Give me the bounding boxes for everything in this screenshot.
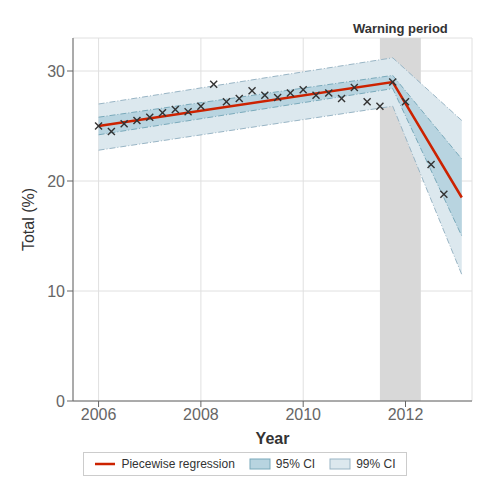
svg-text:2008: 2008 <box>183 406 219 423</box>
html-text:Piecewise regression: Piecewise regression <box>121 457 235 471</box>
svg-text:2006: 2006 <box>81 406 117 423</box>
svg-text:10: 10 <box>47 283 65 300</box>
svg-text:Total (%): Total (%) <box>20 188 37 251</box>
svg-text:2012: 2012 <box>388 406 424 423</box>
svg-text:0: 0 <box>56 393 65 410</box>
svg-text:2010: 2010 <box>285 406 321 423</box>
html-text:99% CI: 99% CI <box>356 457 396 471</box>
svg-text:30: 30 <box>47 63 65 80</box>
svg-text:20: 20 <box>47 173 65 190</box>
html-text:95% CI: 95% CI <box>275 457 316 471</box>
svg-text:Year: Year <box>256 430 290 447</box>
svg-text:Warning period: Warning period <box>353 21 448 36</box>
